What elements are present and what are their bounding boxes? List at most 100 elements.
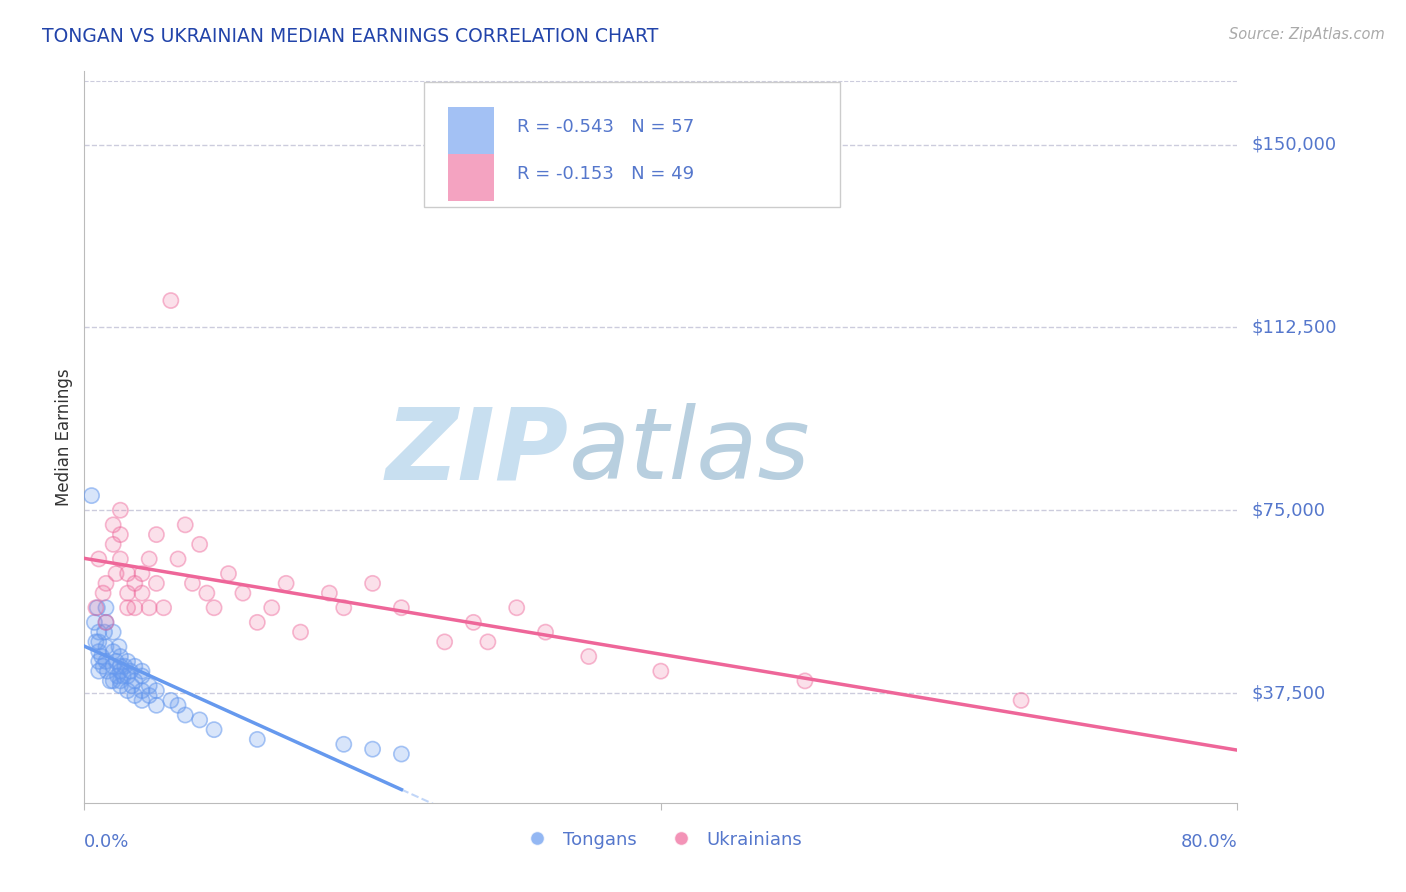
Point (333, 737, 356, 751)
Point (160, 293, 183, 308)
Point (124, 576, 146, 591)
Text: TONGAN VS UKRAINIAN MEDIAN EARNINGS CORRELATION CHART: TONGAN VS UKRAINIAN MEDIAN EARNINGS CORR… (42, 27, 658, 45)
Point (391, 747, 413, 761)
Point (103, 517, 124, 532)
Point (160, 693, 183, 707)
Point (103, 517, 124, 532)
Point (84, 600, 107, 615)
Point (94, 654, 117, 668)
Point (117, 669, 139, 683)
Point (145, 683, 167, 698)
Point (90, 649, 112, 664)
Point (195, 586, 218, 600)
Point (107, 669, 129, 683)
Point (131, 669, 153, 683)
Point (145, 698, 167, 713)
Point (246, 732, 269, 747)
Point (105, 654, 128, 668)
Point (506, 600, 529, 615)
Point (87, 664, 110, 678)
Point (188, 713, 211, 727)
Point (124, 659, 146, 673)
Point (167, 552, 190, 566)
Point (107, 669, 129, 683)
Point (121, 679, 143, 693)
Point (103, 645, 124, 659)
Point (152, 600, 174, 615)
Point (260, 600, 283, 615)
Point (138, 689, 160, 703)
Point (333, 600, 356, 615)
Point (131, 566, 153, 581)
Point (794, 673, 817, 688)
Point (188, 537, 211, 551)
Point (391, 600, 413, 615)
Point (167, 698, 190, 713)
Point (477, 635, 499, 649)
Point (131, 586, 153, 600)
Point (117, 683, 139, 698)
Point (124, 689, 146, 703)
Point (117, 586, 139, 600)
Point (94, 640, 117, 654)
Point (124, 659, 146, 673)
Point (110, 503, 132, 517)
Text: $75,000: $75,000 (1251, 501, 1326, 519)
Point (103, 673, 124, 688)
Point (87, 654, 110, 668)
Point (105, 566, 128, 581)
Point (110, 649, 132, 664)
Point (131, 669, 153, 683)
Point (318, 586, 340, 600)
Point (103, 673, 124, 688)
Point (98, 673, 121, 688)
Point (83, 615, 105, 630)
Point (105, 654, 128, 668)
Point (174, 517, 197, 532)
Point (87, 645, 110, 659)
Point (121, 679, 143, 693)
Point (361, 742, 384, 756)
Point (83, 615, 105, 630)
Point (138, 600, 160, 615)
Text: atlas: atlas (568, 403, 810, 500)
Point (131, 566, 153, 581)
Point (433, 635, 456, 649)
Point (138, 689, 160, 703)
Point (93, 625, 115, 640)
Point (87, 635, 110, 649)
Point (477, 635, 499, 649)
Point (84, 635, 107, 649)
Text: $112,500: $112,500 (1251, 318, 1337, 336)
Point (103, 625, 124, 640)
Point (110, 659, 132, 673)
Point (98, 673, 121, 688)
Point (103, 645, 124, 659)
Point (96, 664, 118, 678)
Legend: Tongans, Ukrainians: Tongans, Ukrainians (512, 823, 810, 856)
Point (94, 576, 117, 591)
Point (188, 537, 211, 551)
Point (91, 659, 114, 673)
Point (110, 673, 132, 688)
FancyBboxPatch shape (425, 82, 839, 207)
Point (110, 679, 132, 693)
Text: ZIP: ZIP (385, 403, 568, 500)
Point (108, 640, 131, 654)
Point (152, 600, 174, 615)
Point (103, 537, 124, 551)
Point (110, 659, 132, 673)
Point (202, 723, 225, 737)
Point (160, 693, 183, 707)
Point (80, 489, 103, 503)
Point (86, 600, 108, 615)
Point (506, 600, 529, 615)
Point (91, 659, 114, 673)
Point (246, 732, 269, 747)
Point (105, 566, 128, 581)
Point (91, 586, 114, 600)
Point (103, 625, 124, 640)
Point (650, 664, 672, 678)
Point (94, 615, 117, 630)
Point (145, 683, 167, 698)
